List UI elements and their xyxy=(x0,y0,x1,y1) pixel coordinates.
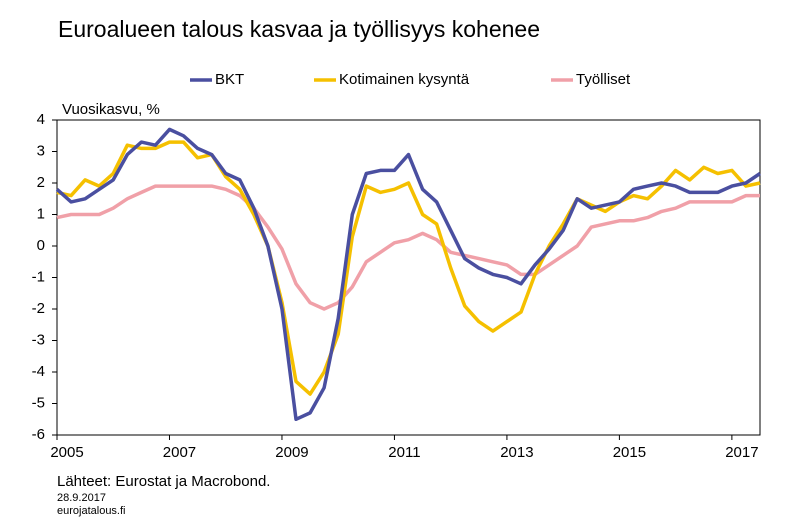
y-tick-label: -6 xyxy=(32,426,45,443)
y-tick-label: 0 xyxy=(37,237,45,254)
x-tick-label: 2013 xyxy=(500,444,533,461)
x-tick-label: 2015 xyxy=(613,444,646,461)
y-tick-label: 3 xyxy=(37,142,45,159)
y-tick-label: -2 xyxy=(32,300,45,317)
date: 28.9.2017 xyxy=(57,492,106,504)
y-tick-label: -5 xyxy=(32,394,45,411)
y-tick-label: 4 xyxy=(37,111,45,128)
legend-label: Kotimainen kysyntä xyxy=(339,71,470,88)
chart-title: Euroalueen talous kasvaa ja työllisyys k… xyxy=(58,16,540,42)
x-tick-label: 2017 xyxy=(725,444,758,461)
source: Lähteet: Eurostat ja Macrobond. xyxy=(57,473,270,490)
legend-label: BKT xyxy=(215,71,244,88)
series-line xyxy=(55,127,761,422)
y-tick-label: -3 xyxy=(32,331,45,348)
y-tick-label: -1 xyxy=(32,268,45,285)
y-tick-label: 2 xyxy=(37,174,45,191)
series-line xyxy=(56,140,761,396)
y-tick-label: 1 xyxy=(37,205,45,222)
x-tick-label: 2005 xyxy=(50,444,83,461)
legend-label: Työlliset xyxy=(576,71,631,88)
x-tick-label: 2007 xyxy=(163,444,196,461)
series-line xyxy=(56,184,760,311)
y-axis-label: Vuosikasvu, % xyxy=(62,101,160,118)
site: eurojatalous.fi xyxy=(57,505,126,517)
y-tick-label: -4 xyxy=(32,363,45,380)
x-tick-label: 2011 xyxy=(388,444,420,461)
x-tick-label: 2009 xyxy=(275,444,308,461)
